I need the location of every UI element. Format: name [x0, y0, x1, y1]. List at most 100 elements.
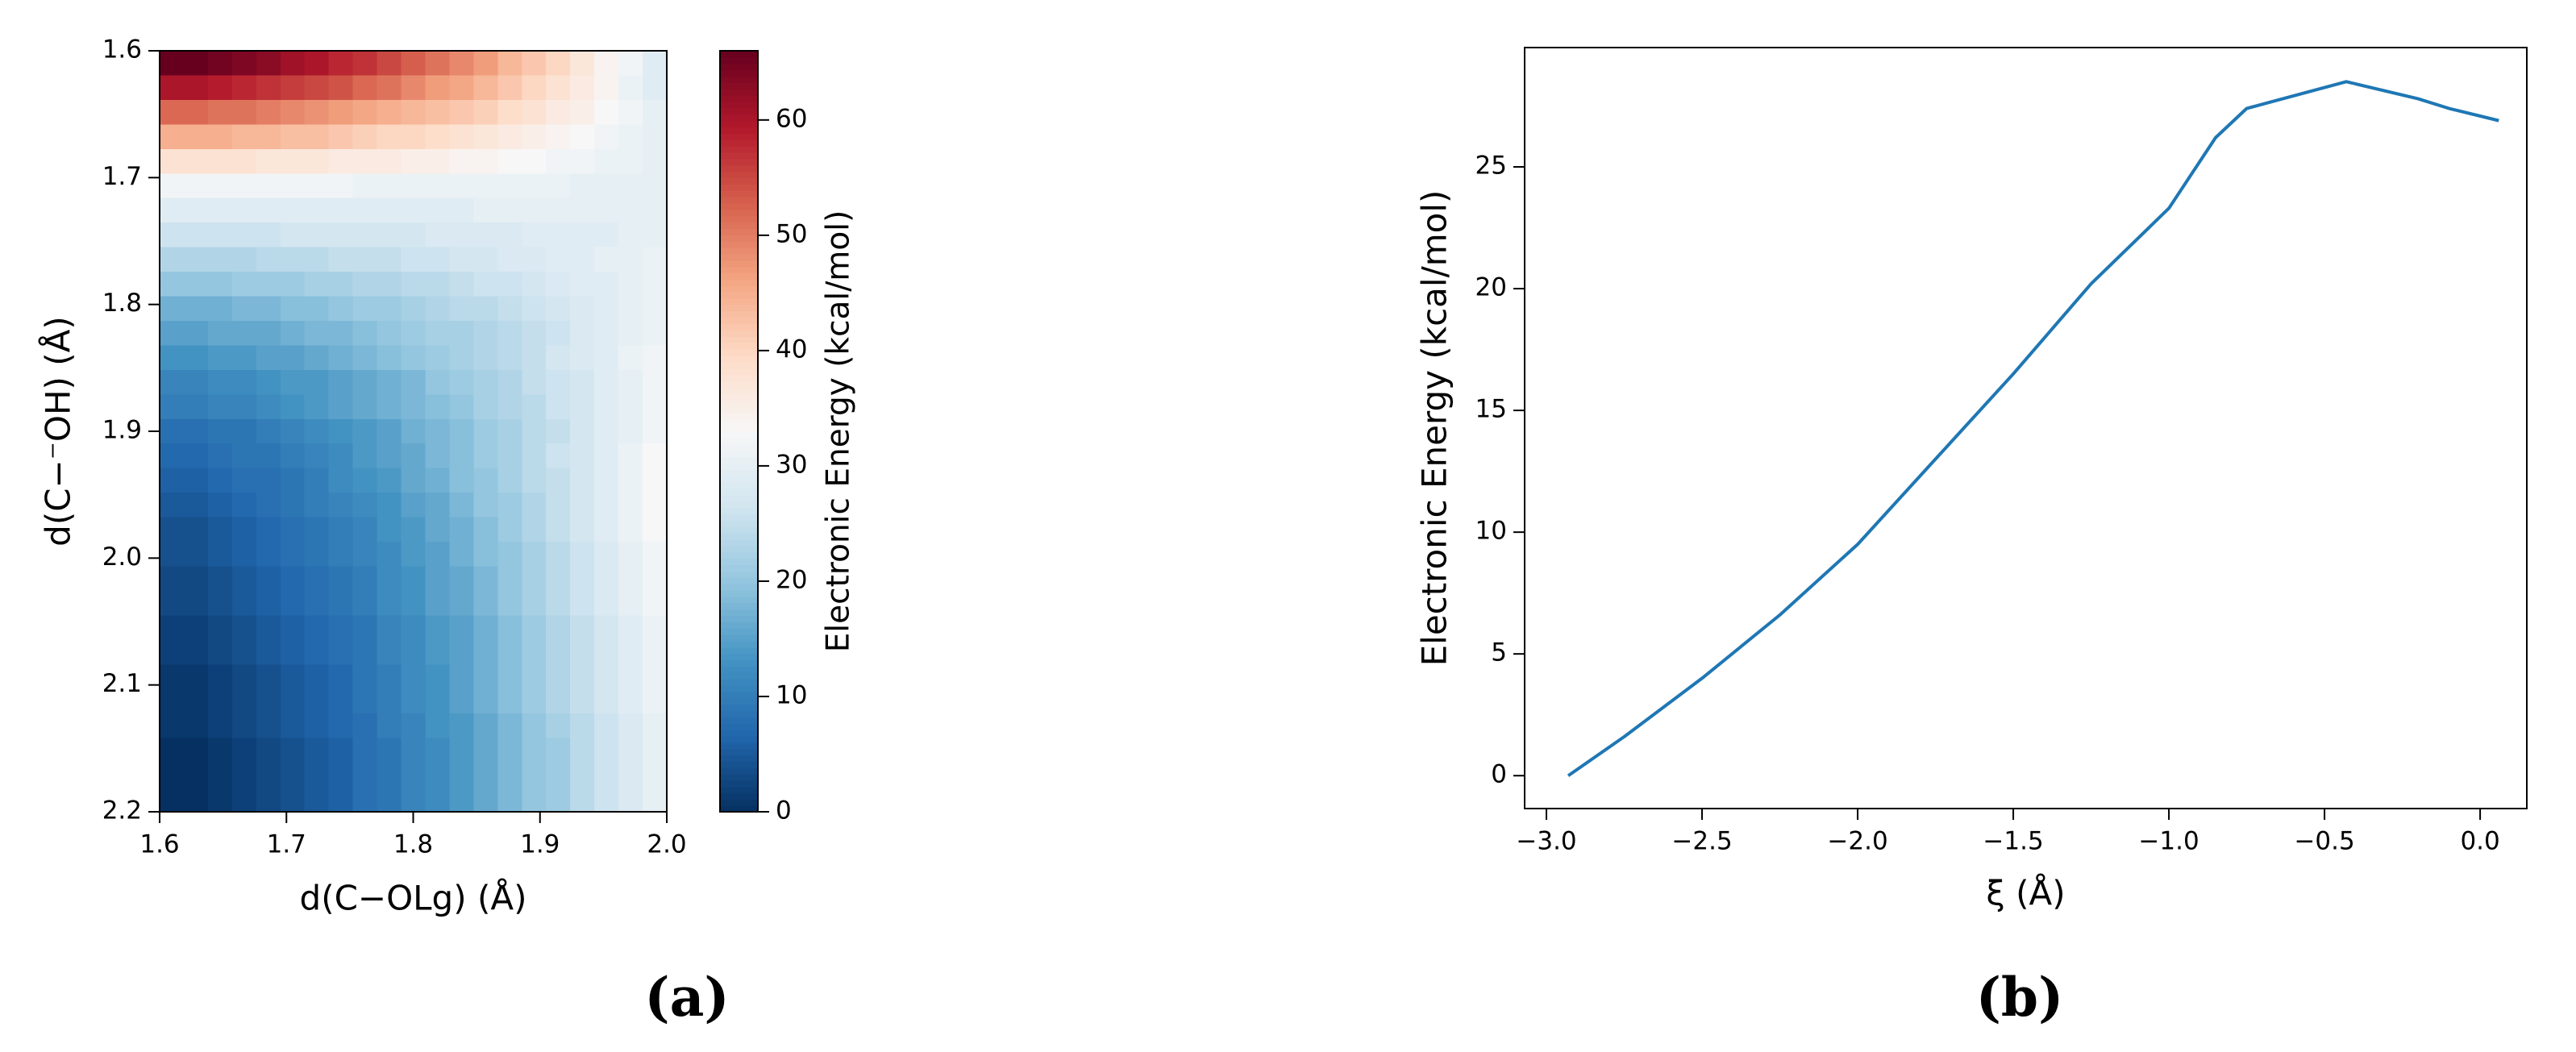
y-tick-label: 20 [1475, 273, 1507, 302]
heatmap-cell [449, 320, 474, 347]
heatmap-cell [377, 468, 402, 493]
heatmap-cell [425, 517, 451, 543]
heatmap-cell [570, 787, 595, 813]
heatmap-cell [618, 493, 643, 518]
colorbar-segment [720, 494, 758, 502]
heatmap-cell [449, 75, 474, 101]
heatmap-cell [522, 443, 547, 469]
colorbar-tick-label: 0 [776, 796, 792, 825]
heatmap-cell [570, 320, 595, 347]
y-tick-label: 2.0 [102, 543, 142, 572]
heatmap-cell [231, 369, 257, 395]
heatmap-cell [352, 369, 378, 395]
colorbar-segment [720, 514, 758, 521]
heatmap-cell [401, 615, 427, 641]
heatmap-cell [546, 443, 571, 469]
heatmap-cell [643, 713, 668, 739]
heatmap-cell [618, 51, 643, 77]
heatmap-cell [207, 99, 233, 125]
heatmap-cell [304, 493, 330, 518]
heatmap-cell [377, 99, 402, 125]
heatmap-cell [546, 51, 571, 77]
y-tick-label: 1.9 [102, 416, 142, 445]
heatmap-cell [231, 99, 257, 125]
heatmap-cell [401, 688, 427, 714]
colorbar-segment [720, 634, 758, 642]
y-tick-label: 1.6 [102, 35, 142, 64]
heatmap-cell [352, 542, 378, 568]
heatmap-cell [256, 639, 281, 665]
heatmap-cell [473, 493, 498, 518]
heatmap-cell [280, 542, 306, 568]
heatmap-cell [231, 590, 257, 616]
heatmap-cell [280, 222, 306, 248]
heatmap-cell [643, 51, 668, 77]
heatmap-cell [304, 222, 330, 248]
heatmap-cell [570, 566, 595, 592]
heatmap-cell [377, 148, 402, 174]
heatmap-cell [546, 296, 571, 322]
heatmap-cell [207, 738, 233, 763]
heatmap-cell [304, 369, 330, 395]
heatmap-cell [522, 198, 547, 223]
heatmap-cell [522, 247, 547, 272]
heatmap-cell [160, 124, 185, 150]
heatmap-cell [618, 345, 643, 371]
heatmap-cell [183, 124, 209, 150]
heatmap-cell [352, 198, 378, 223]
colorbar-segment [720, 507, 758, 515]
heatmap-cell [425, 345, 451, 371]
heatmap-cell [497, 738, 522, 763]
heatmap-cell [425, 763, 451, 788]
heatmap-cell [377, 345, 402, 371]
heatmap-cell [473, 173, 498, 199]
heatmap-cell [449, 443, 474, 469]
heatmap-cell [160, 713, 185, 739]
heatmap-cell [497, 320, 522, 347]
heatmap-cell [546, 247, 571, 272]
heatmap-cell [160, 517, 185, 543]
heatmap-cell [401, 639, 427, 665]
heatmap-cell [449, 247, 474, 272]
colorbar-segment [720, 805, 758, 813]
colorbar-segment [720, 488, 758, 496]
heatmap-cell [570, 542, 595, 568]
heatmap-cell [643, 493, 668, 518]
heatmap-cell [618, 468, 643, 493]
heatmap-cell [449, 688, 474, 714]
heatmap-cell [449, 713, 474, 739]
heatmap-cell [352, 222, 378, 248]
colorbar-segment [720, 463, 758, 470]
heatmap-cell [473, 590, 498, 616]
heatmap-cell [280, 148, 306, 174]
heatmap-cell [618, 148, 643, 174]
heatmap-cell [449, 124, 474, 150]
heatmap-cell [280, 517, 306, 543]
heatmap-cell [522, 590, 547, 616]
heatmap-cell [618, 272, 643, 297]
heatmap-cell [304, 713, 330, 739]
heatmap-cell [304, 247, 330, 272]
x-tick-label: 0.0 [2460, 827, 2499, 856]
heatmap-cell [497, 713, 522, 739]
heatmap-cell [183, 688, 209, 714]
heatmap-cell [207, 566, 233, 592]
heatmap-cell [328, 51, 354, 77]
colorbar-segment [720, 735, 758, 743]
heatmap-cell [618, 320, 643, 347]
heatmap-cell [256, 615, 281, 641]
heatmap-cell [328, 75, 354, 101]
colorbar-segment [720, 786, 758, 794]
colorbar-segment [720, 684, 758, 692]
heatmap-cell [497, 296, 522, 322]
heatmap-cell [183, 247, 209, 272]
heatmap-cell [352, 345, 378, 371]
colorbar-segment [720, 647, 758, 655]
colorbar-segment [720, 672, 758, 680]
heatmap-cell [425, 198, 451, 223]
heatmap-cell [352, 566, 378, 592]
heatmap-cell [183, 394, 209, 420]
colorbar-segment [720, 456, 758, 464]
heatmap-cell [207, 345, 233, 371]
heatmap-cell [231, 418, 257, 444]
